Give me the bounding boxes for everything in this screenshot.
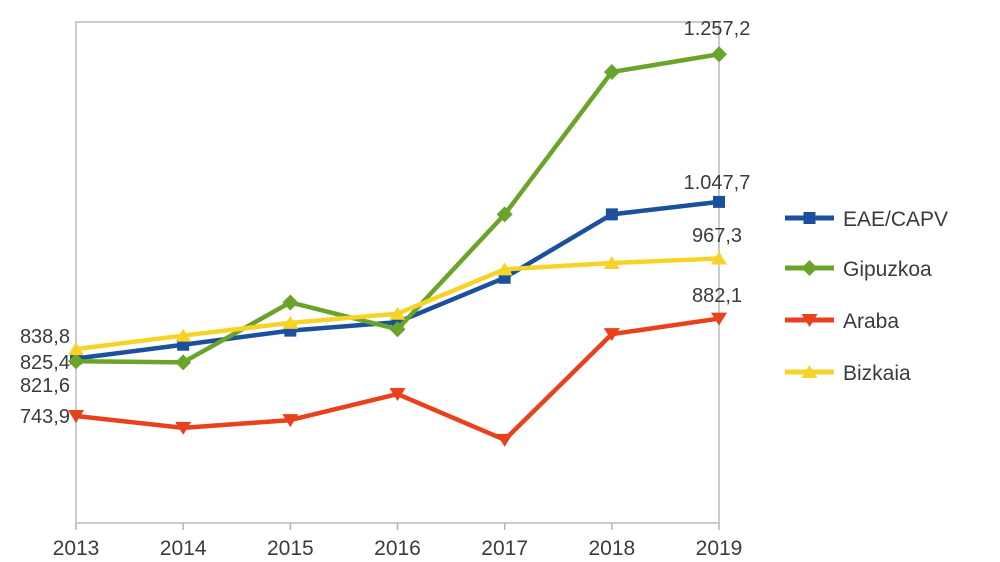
data-point-marker-gipuzkoa-2017 [496,206,513,223]
legend-item-eae-capv: EAE/CAPV [785,208,948,231]
data-point-marker-gipuzkoa-2016 [389,321,406,338]
legend-label-bizkaia: Bizkaia [843,362,911,385]
first-value-label-araba: 743,9 [20,406,70,428]
legend-marker-diamond-icon [801,260,818,276]
x-axis-label-2016: 2016 [374,537,421,560]
data-point-marker-araba-2016 [389,388,406,402]
data-point-marker-bizkaia-2019 [711,251,727,265]
data-point-marker-eae-capv-2018 [605,208,618,221]
data-point-marker-gipuzkoa-2018 [603,64,620,81]
data-point-marker-gipuzkoa-2013 [68,353,84,370]
data-point-marker-araba-2017 [496,433,513,447]
data-point-marker-araba-2019 [711,312,727,326]
legend-label-eae-capv: EAE/CAPV [843,208,948,231]
last-value-label-araba: 882,1 [692,285,742,307]
legend-marker-triangle-up-icon [801,365,818,378]
x-axis-label-2015: 2015 [267,537,314,560]
data-point-marker-araba-2013 [68,409,84,423]
legend-item-araba: Araba [785,310,899,333]
data-point-marker-araba-2014 [175,421,192,435]
plot-border [75,21,720,524]
last-value-label-bizkaia: 967,3 [692,225,742,247]
x-axis-label-2013: 2013 [53,537,100,560]
x-axis-label-2019: 2019 [696,537,743,560]
legend-marker-triangle-down-icon [801,314,818,327]
data-point-marker-araba-2018 [603,328,620,342]
data-point-marker-gipuzkoa-2019 [711,46,727,63]
legend-label-araba: Araba [843,310,899,333]
series-bizkaia [68,251,727,356]
legend-item-bizkaia: Bizkaia [785,362,911,385]
data-point-marker-bizkaia-2018 [603,255,620,269]
data-point-marker-eae-capv-2019 [713,195,725,208]
series-gipuzkoa [68,46,727,371]
x-axis-label-2018: 2018 [588,537,635,560]
data-point-marker-bizkaia-2015 [282,315,299,329]
last-value-label-gipuzkoa: 1.257,2 [684,18,751,40]
data-point-marker-araba-2015 [282,414,299,428]
data-point-marker-gipuzkoa-2015 [282,294,299,311]
series-araba [68,312,727,447]
data-point-marker-bizkaia-2016 [389,306,406,320]
legend: EAE/CAPV Gipuzkoa Araba Bizkaia [785,208,948,385]
data-point-marker-bizkaia-2013 [68,342,84,356]
data-point-marker-bizkaia-2017 [496,262,513,276]
first-value-label-bizkaia: 838,8 [20,326,70,348]
first-value-label-gipuzkoa: 821,6 [20,375,70,397]
legend-marker-square-icon [803,212,816,224]
x-axis-label-2014: 2014 [160,537,207,560]
legend-label-gipuzkoa: Gipuzkoa [843,258,932,281]
x-axis-label-2017: 2017 [481,537,528,560]
last-value-label-eae-capv: 1.047,7 [684,172,751,194]
data-point-marker-bizkaia-2014 [175,328,192,342]
first-value-label-eae-capv: 825,4 [20,352,70,374]
data-point-marker-gipuzkoa-2014 [175,354,192,371]
legend-item-gipuzkoa: Gipuzkoa [785,258,932,281]
data-point-marker-eae-capv-2014 [177,338,190,351]
